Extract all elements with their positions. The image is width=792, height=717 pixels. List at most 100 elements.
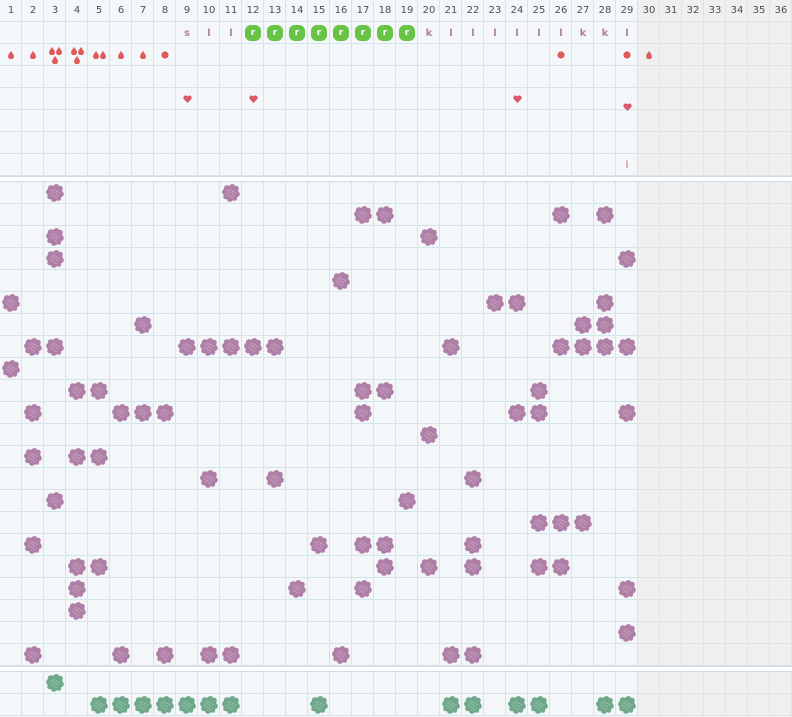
flow-letter[interactable]: l (625, 27, 629, 39)
day-cell[interactable] (440, 490, 462, 512)
day-cell[interactable] (198, 336, 220, 358)
day-cell[interactable] (440, 248, 462, 270)
day-cell[interactable] (660, 66, 682, 88)
day-cell[interactable] (616, 446, 638, 468)
day-cell[interactable] (352, 694, 374, 716)
bleeding-drop-icon[interactable] (22, 44, 44, 66)
day-cell[interactable] (726, 402, 748, 424)
day-cell[interactable] (374, 556, 396, 578)
day-cell[interactable] (0, 22, 22, 44)
day-cell[interactable] (110, 380, 132, 402)
day-cell[interactable] (396, 22, 418, 44)
day-cell[interactable] (330, 490, 352, 512)
day-cell[interactable] (770, 182, 792, 204)
day-cell[interactable] (0, 672, 22, 694)
day-cell[interactable] (374, 204, 396, 226)
day-cell[interactable] (154, 490, 176, 512)
day-cell[interactable] (440, 154, 462, 176)
day-cell[interactable] (198, 226, 220, 248)
day-cell[interactable] (770, 468, 792, 490)
spotting-dot-icon[interactable] (616, 44, 638, 66)
day-cell[interactable] (594, 226, 616, 248)
day-cell[interactable] (638, 622, 660, 644)
day-cell[interactable] (264, 314, 286, 336)
day-cell[interactable] (418, 292, 440, 314)
flow-badge[interactable]: r (245, 25, 261, 41)
day-cell[interactable] (704, 154, 726, 176)
day-cell[interactable] (330, 66, 352, 88)
day-cell[interactable] (462, 182, 484, 204)
mood-mark-icon[interactable] (111, 695, 131, 715)
day-cell[interactable] (550, 314, 572, 336)
day-cell[interactable] (22, 110, 44, 132)
day-cell[interactable] (374, 694, 396, 716)
day-cell[interactable] (220, 226, 242, 248)
day-cell[interactable] (396, 622, 418, 644)
day-cell[interactable] (374, 644, 396, 666)
day-cell[interactable] (198, 672, 220, 694)
day-cell[interactable] (396, 358, 418, 380)
day-cell[interactable] (550, 204, 572, 226)
day-cell[interactable] (682, 88, 704, 110)
symptom-mark-icon[interactable] (375, 381, 395, 401)
day-cell[interactable] (374, 0, 396, 22)
day-cell[interactable] (264, 154, 286, 176)
day-cell[interactable] (704, 182, 726, 204)
day-cell[interactable] (132, 468, 154, 490)
day-cell[interactable] (220, 424, 242, 446)
day-cell[interactable] (704, 644, 726, 666)
day-cell[interactable] (770, 534, 792, 556)
day-cell[interactable] (286, 66, 308, 88)
day-cell[interactable] (308, 578, 330, 600)
day-cell[interactable] (440, 270, 462, 292)
day-cell[interactable] (594, 204, 616, 226)
day-cell[interactable] (242, 226, 264, 248)
day-cell[interactable] (682, 622, 704, 644)
mood-mark-icon[interactable] (617, 695, 637, 715)
day-cell[interactable] (330, 694, 352, 716)
day-cell[interactable] (660, 88, 682, 110)
symptom-mark-icon[interactable] (375, 557, 395, 577)
day-cell[interactable] (660, 578, 682, 600)
day-cell[interactable] (528, 490, 550, 512)
day-cell[interactable] (770, 512, 792, 534)
day-cell[interactable] (528, 248, 550, 270)
day-cell[interactable] (176, 88, 198, 110)
day-cell[interactable] (264, 672, 286, 694)
day-cell[interactable] (132, 578, 154, 600)
day-cell[interactable] (748, 402, 770, 424)
day-cell[interactable] (198, 270, 220, 292)
day-cell[interactable] (484, 534, 506, 556)
day-cell[interactable] (154, 270, 176, 292)
day-cell[interactable] (638, 314, 660, 336)
day-cell[interactable] (770, 44, 792, 66)
day-cell[interactable] (572, 0, 594, 22)
day-cell[interactable] (418, 182, 440, 204)
day-cell[interactable] (132, 490, 154, 512)
day-cell[interactable] (616, 672, 638, 694)
day-cell[interactable] (308, 468, 330, 490)
day-cell[interactable] (22, 644, 44, 666)
day-cell[interactable] (88, 424, 110, 446)
day-cell[interactable] (286, 132, 308, 154)
day-cell[interactable] (484, 270, 506, 292)
day-cell[interactable] (572, 336, 594, 358)
day-cell[interactable] (462, 292, 484, 314)
day-cell[interactable] (286, 534, 308, 556)
day-cell[interactable] (704, 402, 726, 424)
day-cell[interactable] (528, 0, 550, 22)
flow-badge[interactable]: r (333, 25, 349, 41)
day-cell[interactable] (374, 154, 396, 176)
day-cell[interactable] (22, 182, 44, 204)
day-cell[interactable] (638, 358, 660, 380)
day-cell[interactable] (660, 512, 682, 534)
day-cell[interactable] (286, 292, 308, 314)
day-cell[interactable] (22, 446, 44, 468)
day-cell[interactable] (704, 270, 726, 292)
day-cell[interactable] (418, 672, 440, 694)
day-cell[interactable] (704, 44, 726, 66)
day-cell[interactable] (616, 22, 638, 44)
day-cell[interactable] (440, 578, 462, 600)
day-cell[interactable] (154, 226, 176, 248)
day-cell[interactable] (0, 336, 22, 358)
